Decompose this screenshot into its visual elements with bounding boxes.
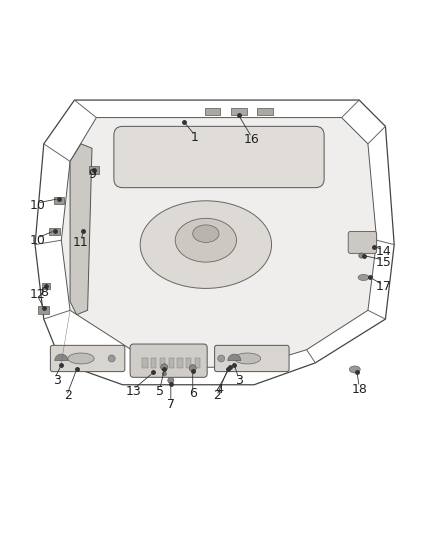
Polygon shape [70, 144, 92, 314]
Wedge shape [55, 354, 68, 361]
Ellipse shape [68, 353, 94, 364]
Bar [169, 359, 174, 368]
Ellipse shape [193, 225, 219, 243]
Bar [257, 108, 273, 115]
Text: 10: 10 [29, 199, 45, 212]
Text: 3: 3 [235, 374, 243, 387]
Bar [49, 228, 60, 235]
Ellipse shape [175, 219, 237, 262]
Bar [231, 108, 247, 115]
Text: 17: 17 [375, 280, 391, 293]
Circle shape [168, 377, 174, 383]
Bar [89, 166, 99, 174]
Ellipse shape [234, 353, 261, 364]
Text: 2: 2 [64, 389, 72, 402]
Bar [177, 359, 183, 368]
FancyBboxPatch shape [130, 344, 207, 377]
Circle shape [162, 372, 166, 376]
Bar [54, 197, 64, 205]
Text: 18: 18 [351, 383, 367, 395]
Bar [195, 359, 200, 368]
Bar [186, 359, 191, 368]
Text: 2: 2 [213, 389, 221, 402]
FancyBboxPatch shape [348, 231, 377, 253]
Text: 1: 1 [191, 131, 199, 144]
Text: 4: 4 [215, 383, 223, 395]
FancyBboxPatch shape [50, 345, 125, 372]
Circle shape [189, 365, 196, 372]
FancyBboxPatch shape [215, 345, 289, 372]
Text: 8: 8 [40, 286, 48, 300]
Text: 3: 3 [53, 374, 61, 387]
Text: 14: 14 [375, 245, 391, 257]
Text: 16: 16 [244, 133, 260, 146]
Polygon shape [61, 118, 377, 367]
Bar [160, 359, 165, 368]
FancyBboxPatch shape [114, 126, 324, 188]
Ellipse shape [358, 274, 369, 280]
Bar [42, 283, 50, 289]
Circle shape [218, 355, 225, 362]
Text: 9: 9 [88, 168, 96, 181]
Circle shape [108, 355, 115, 362]
Text: 13: 13 [126, 385, 141, 398]
Bar [205, 108, 220, 115]
Text: 5: 5 [156, 385, 164, 398]
Bar [38, 306, 49, 314]
Text: 10: 10 [29, 233, 45, 247]
Text: 6: 6 [189, 387, 197, 400]
Circle shape [359, 253, 364, 258]
Bar [142, 359, 148, 368]
Wedge shape [228, 354, 241, 361]
Text: 15: 15 [375, 256, 391, 269]
Bar [151, 359, 156, 368]
Text: 12: 12 [29, 288, 45, 302]
Text: 11: 11 [73, 236, 89, 249]
Ellipse shape [350, 366, 360, 373]
Text: 7: 7 [167, 398, 175, 411]
Circle shape [161, 364, 168, 371]
Ellipse shape [140, 201, 272, 288]
